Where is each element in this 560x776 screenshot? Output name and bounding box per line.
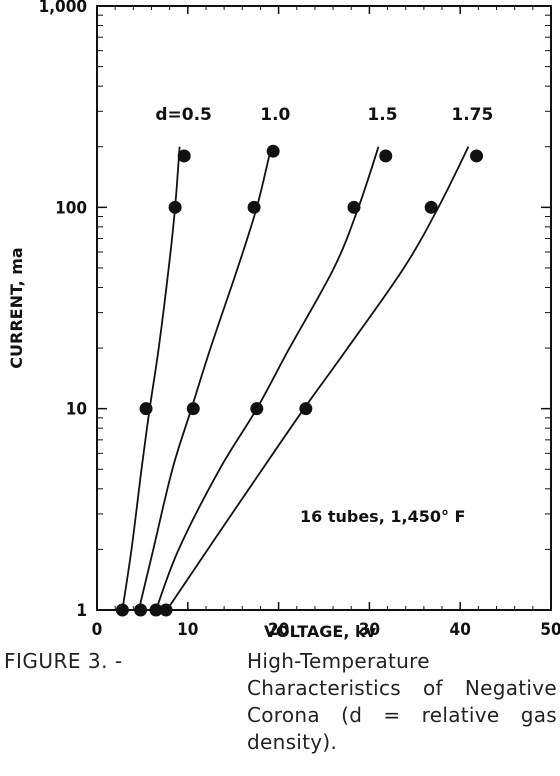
series-labels: d=0.5 1.0 1.5 1.75 — [155, 105, 493, 125]
data-point — [250, 402, 264, 416]
x-tick-label: 20 — [268, 620, 289, 640]
data-point — [115, 603, 129, 617]
series-curve — [166, 146, 470, 611]
annotation-text: 16 tubes, 1,450° F — [300, 507, 465, 526]
x-ticks — [96, 6, 552, 610]
data-point — [347, 200, 361, 214]
plot-frame — [96, 5, 552, 611]
data-point — [299, 402, 313, 416]
y-tick-label: 1,000 — [39, 0, 87, 17]
data-point — [247, 200, 261, 214]
caption-label: FIGURE 3. - — [4, 649, 123, 673]
series-curve — [155, 146, 380, 611]
series-label: 1.75 — [451, 105, 493, 125]
data-point — [149, 603, 163, 617]
series-label: 1.0 — [260, 105, 290, 125]
y-tick-label: 100 — [55, 198, 87, 218]
data-point — [177, 149, 191, 163]
y-minor-ticks — [97, 5, 551, 611]
series-label: 1.5 — [367, 105, 397, 125]
x-tick-label: 50 — [540, 620, 560, 640]
x-tick-label: 0 — [92, 620, 103, 640]
data-point — [186, 402, 200, 416]
x-tick-label: 10 — [177, 620, 198, 640]
series-curve — [137, 146, 273, 611]
data-point — [139, 402, 153, 416]
x-tick-label: 40 — [450, 620, 471, 640]
data-point — [168, 200, 182, 214]
series-curve — [121, 146, 181, 611]
caption-text: High-Temperature Characteristics of Nega… — [247, 649, 557, 754]
data-point — [134, 603, 148, 617]
x-tick-labels: 0 10 20 30 40 50 — [92, 620, 560, 640]
series-curves — [121, 146, 470, 611]
data-point — [159, 603, 173, 617]
y-axis-title: CURRENT, ma — [7, 247, 26, 368]
y-tick-label: 10 — [66, 400, 87, 420]
x-tick-label: 30 — [359, 620, 380, 640]
y-tick-label: 1 — [76, 601, 87, 621]
series-points — [115, 144, 484, 617]
data-point — [379, 149, 393, 163]
data-point — [266, 144, 280, 158]
series-label: d=0.5 — [155, 105, 212, 125]
data-point — [470, 149, 484, 163]
x-axis-title: VOLTAGE, kv — [264, 622, 377, 640]
y-tick-labels: 1 10 100 1,000 — [39, 0, 87, 621]
data-point — [424, 200, 438, 214]
